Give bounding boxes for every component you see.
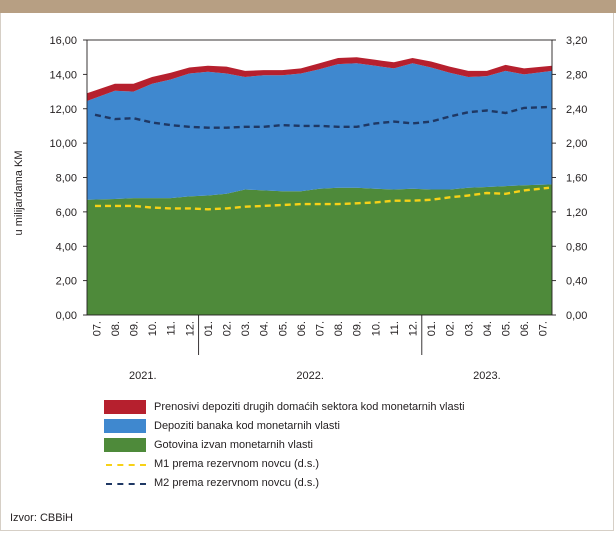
x-tick-label: 10. [370, 321, 382, 336]
x-tick-label: 02. [445, 321, 457, 336]
y-right-tick-label: 2,80 [566, 69, 587, 81]
y-right-tick-label: 0,80 [566, 241, 587, 253]
y-right-tick-label: 1,20 [566, 207, 587, 219]
y-right-tick-label: 3,20 [566, 35, 587, 47]
x-tick-label: 05. [277, 321, 289, 336]
area-series-3 [87, 57, 552, 101]
x-tick-label: 10. [147, 321, 159, 336]
legend-label: Prenosivi depoziti drugih domaćih sektor… [154, 401, 465, 413]
y-right-tick-label: 2,40 [566, 104, 587, 116]
y-left-tick-label: 2,00 [56, 276, 77, 288]
x-tick-label: 06. [519, 321, 531, 336]
x-tick-label: 11. [389, 321, 401, 335]
legend-swatch [104, 419, 146, 433]
x-tick-label: 07. [538, 321, 550, 336]
area-series-2 [87, 63, 552, 200]
legend-label: Gotovina izvan monetarnih vlasti [154, 439, 313, 451]
y-left-tick-label: 10,00 [49, 138, 77, 150]
y-right-tick-label: 0,40 [566, 276, 587, 288]
chart-frame [0, 13, 614, 531]
legend-swatch [104, 400, 146, 414]
x-tick-label: 03. [240, 321, 252, 336]
x-tick-label: 03. [463, 321, 475, 336]
x-tick-label: 09. [129, 321, 141, 336]
year-label: 2021. [129, 370, 157, 382]
y-left-tick-label: 4,00 [56, 241, 77, 253]
x-tick-label: 07. [91, 321, 103, 336]
y-left-tick-label: 14,00 [49, 69, 77, 81]
legend-swatch [104, 438, 146, 452]
legend-label: M1 prema rezervnom novcu (d.s.) [154, 458, 320, 470]
x-tick-label: 04. [259, 321, 271, 336]
y-right-tick-label: 0,00 [566, 310, 587, 322]
x-tick-label: 11. [166, 321, 178, 335]
x-tick-label: 09. [352, 321, 364, 336]
y-right-tick-label: 1,60 [566, 173, 587, 185]
source-note: Izvor: CBBiH [10, 512, 73, 524]
y-left-tick-label: 6,00 [56, 207, 77, 219]
x-tick-label: 08. [333, 321, 345, 336]
legend-dash-swatch [106, 483, 146, 485]
x-tick-label: 05. [501, 321, 513, 336]
line-series-m1 [95, 186, 550, 211]
line-series-m2 [94, 105, 550, 129]
x-tick-label: 04. [482, 321, 494, 336]
legend-dash-swatch [106, 464, 146, 466]
area-series-1 [87, 184, 552, 315]
year-label: 2022. [296, 370, 324, 382]
x-tick-label: 01. [203, 321, 215, 336]
y-left-tick-label: 16,00 [49, 35, 77, 47]
y-left-tick-label: 12,00 [49, 104, 77, 116]
x-tick-label: 07. [315, 321, 327, 336]
x-tick-label: 01. [426, 321, 438, 336]
y-axis-label: u milijardama KM [13, 151, 25, 236]
legend-label: M2 prema rezervnom novcu (d.s.) [154, 477, 320, 489]
year-label: 2023. [473, 370, 501, 382]
x-tick-label: 06. [296, 321, 308, 336]
legend-label: Depoziti banaka kod monetarnih vlasti [154, 420, 340, 432]
top-accent-bar [0, 0, 616, 13]
x-tick-label: 12. [408, 321, 420, 336]
y-left-tick-label: 0,00 [56, 310, 77, 322]
x-tick-label: 08. [110, 321, 122, 336]
x-tick-label: 12. [184, 321, 196, 336]
y-left-tick-label: 8,00 [56, 173, 77, 185]
y-right-tick-label: 2,00 [566, 138, 587, 150]
x-tick-label: 02. [222, 321, 234, 336]
